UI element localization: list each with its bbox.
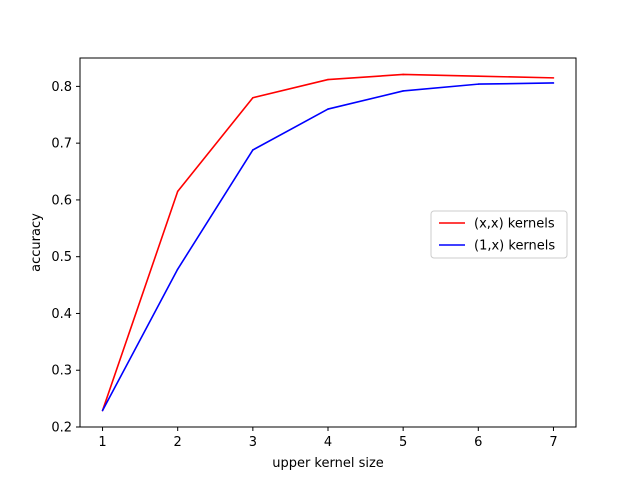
series-2 [101,82,555,412]
y-tick-label: 0.8 [51,80,72,95]
x-tick-label: 6 [474,435,482,450]
data-point [252,96,254,99]
x-axis: 1 2 3 4 5 6 7 [98,427,558,450]
data-point [252,149,254,151]
data-point [176,268,179,270]
x-tick-label: 3 [249,435,257,450]
data-point [477,83,480,85]
y-tick-label: 0.3 [51,364,72,379]
legend: (x,x) kernels (1,x) kernels [430,210,568,259]
y-tick-label: 0.5 [51,250,72,265]
x-tick-label: 7 [549,435,557,450]
data-point [101,409,104,412]
legend-label: (x,x) kernels [474,217,555,232]
plot-area [101,73,555,412]
x-axis-label: upper kernel size [272,456,384,471]
data-point [327,78,329,81]
y-tick-label: 0.6 [51,193,72,208]
y-tick-label: 0.4 [51,307,72,322]
x-tick-label: 5 [399,435,407,450]
data-point [327,108,329,110]
y-tick-label: 0.7 [51,137,72,152]
data-point [552,82,555,84]
data-point [176,190,179,193]
y-axis: 0.2 0.3 0.4 0.5 0.6 0.7 0.8 [51,80,80,436]
data-point [552,77,555,79]
x-tick-label: 2 [174,435,182,450]
data-point [477,75,480,77]
x-tick-label: 4 [324,435,332,450]
y-tick-label: 0.2 [51,421,72,436]
data-point [402,90,404,92]
legend-label: (1,x) kernels [474,239,555,254]
x-tick-label: 1 [98,435,106,450]
y-axis-label: accuracy [29,213,44,272]
data-point [402,73,404,76]
